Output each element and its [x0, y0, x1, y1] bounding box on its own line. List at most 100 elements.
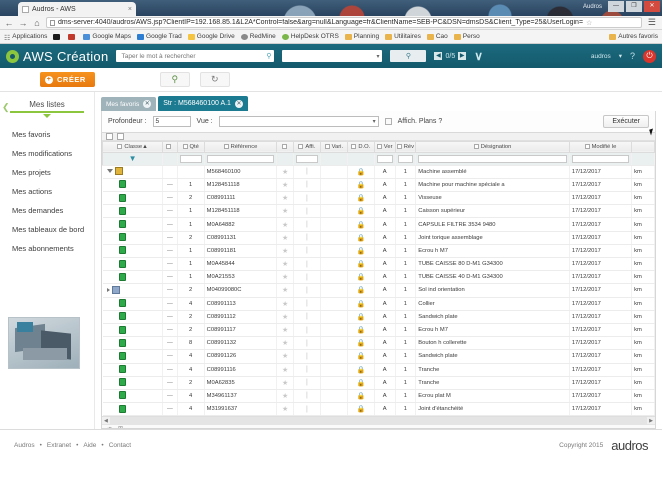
cell-do[interactable]: 🔒 — [347, 191, 375, 206]
browser-menu-icon[interactable]: ☰ — [647, 17, 656, 27]
bookmark-utilitaires[interactable]: Utilitaires — [385, 33, 421, 40]
cell-do[interactable]: 🔒 — [347, 376, 375, 390]
filter-ver[interactable] — [373, 151, 396, 166]
cell-favorite[interactable]: ★ — [276, 231, 294, 245]
toolbar-refresh-button[interactable]: ↻ — [199, 72, 230, 87]
cell-favorite[interactable]: ★ — [276, 217, 294, 232]
cell-favorite[interactable]: ★ — [276, 178, 294, 193]
chevron-down-icon[interactable]: ∨ — [474, 49, 484, 63]
table-row[interactable]: — 8 C08991132 ★ | 🔒 A 1 Bouton h collerette 17/12… — [102, 336, 655, 351]
cell-classe[interactable] — [102, 204, 164, 219]
table-row[interactable]: M568460100 ★ | 🔒 A 1 Machine assemblé 17/12/201… — [102, 165, 655, 179]
star-icon[interactable]: ★ — [281, 300, 289, 308]
maximize-icon[interactable]: ❐ — [626, 1, 642, 12]
col-qte[interactable]: Qté — [176, 140, 205, 153]
cell-classe[interactable] — [102, 336, 164, 351]
cell-classe[interactable] — [102, 191, 164, 206]
col-checkbox[interactable] — [324, 143, 330, 149]
cell-classe[interactable] — [102, 310, 164, 324]
cell-reference[interactable]: M31991637 — [204, 402, 278, 417]
star-icon[interactable]: ★ — [281, 195, 289, 203]
header-user-label[interactable]: audros — [590, 52, 611, 60]
cell-do[interactable]: 🔒 — [347, 402, 375, 417]
app-brand[interactable]: AWS Création — [6, 49, 108, 64]
cell-favorite[interactable]: ★ — [276, 204, 294, 219]
cell-reference[interactable]: C08991181 — [204, 244, 278, 259]
cell-do[interactable]: 🔒 — [347, 270, 375, 285]
funnel-icon[interactable]: ▼ — [128, 154, 137, 164]
execute-button[interactable]: Exécuter — [603, 114, 655, 136]
cell-reference[interactable]: C08991117 — [204, 323, 278, 338]
pager-prev-icon[interactable]: ◀ — [434, 52, 443, 60]
cell-reference[interactable]: M0A62835 — [204, 376, 278, 390]
cell-reference[interactable]: C08991112 — [204, 310, 278, 324]
col-checkbox[interactable] — [396, 143, 402, 149]
star-icon[interactable]: ★ — [281, 340, 289, 348]
table-row[interactable]: — 4 M31991637 ★ | 🔒 A 1 Joint d'étanchéité 17/12/… — [102, 402, 655, 417]
col-checkbox[interactable] — [166, 143, 172, 149]
cell-do[interactable]: 🔒 — [347, 204, 375, 219]
cell-favorite[interactable]: ★ — [276, 323, 294, 338]
col-blank-2[interactable] — [276, 140, 294, 153]
cell-reference[interactable]: M34961137 — [204, 389, 278, 404]
logout-power-icon[interactable]: ⏻ — [643, 49, 656, 63]
bookmark-google-drive[interactable]: Google Drive — [187, 33, 235, 40]
bookmark-redmine[interactable]: RedMine — [240, 33, 276, 40]
star-icon[interactable]: ★ — [281, 181, 289, 189]
table-row[interactable]: — 2 C08991112 ★ | 🔒 A 1 Sandwich plate 17/12/2017… — [102, 310, 655, 324]
cell-classe[interactable] — [102, 376, 164, 390]
table-row[interactable]: —1 C08991181 ★ | 🔒 A 1 Ecrou h M7 17/12/2017 km — [102, 244, 655, 259]
tab-structure[interactable]: Str : M568460100 A.1 ✕ — [158, 96, 248, 112]
col-checkbox[interactable] — [376, 143, 382, 149]
grid-footer-icon-2[interactable]: ⊞ — [118, 425, 123, 428]
cell-reference[interactable]: M0A45844 — [204, 257, 278, 272]
footer-link-aide[interactable]: Aide — [83, 442, 97, 449]
cell-classe[interactable] — [102, 389, 164, 404]
table-row[interactable]: —1 M0A64882 ★ | 🔒 A 1 CAPSULE FILTRE 3534 9480 1… — [102, 217, 655, 232]
cell-classe[interactable] — [102, 257, 164, 272]
col-do[interactable]: D.O. — [346, 140, 375, 153]
address-bar[interactable]: dms-server:4040/audros/AWS.jsp?ClientIP=… — [46, 17, 642, 28]
col-vari[interactable]: Vari. — [319, 140, 348, 153]
cell-classe[interactable] — [102, 349, 164, 364]
create-button[interactable]: + CRÉER — [40, 72, 95, 87]
cell-classe[interactable] — [102, 270, 164, 285]
bookmark-icon-1[interactable] — [53, 33, 62, 40]
cell-classe[interactable] — [102, 297, 164, 311]
footer-link-audros[interactable]: Audros — [14, 442, 35, 449]
cell-affi[interactable]: | — [293, 323, 321, 338]
filter-rev[interactable] — [394, 151, 417, 166]
cell-favorite[interactable]: ★ — [276, 349, 294, 364]
cell-favorite[interactable]: ★ — [276, 336, 294, 351]
cell-classe[interactable] — [102, 165, 164, 179]
cell-affi[interactable]: | — [293, 244, 321, 259]
col-checkbox[interactable] — [584, 143, 590, 149]
col-modifie-le[interactable]: Modifié le — [568, 140, 633, 153]
help-icon[interactable]: ? — [629, 51, 635, 61]
star-icon[interactable]: ★ — [281, 406, 289, 414]
cell-do[interactable]: 🔒 — [347, 310, 375, 324]
show-plans-checkbox[interactable] — [384, 117, 392, 125]
cell-affi[interactable]: | — [293, 402, 321, 417]
cell-classe[interactable] — [102, 283, 164, 298]
tab-close-icon[interactable]: ✕ — [143, 100, 152, 109]
cell-reference[interactable]: C08991111 — [204, 191, 278, 206]
cell-favorite[interactable]: ★ — [276, 402, 294, 417]
cell-reference[interactable]: M04099080C — [204, 283, 278, 298]
scroll-left-icon[interactable]: ◀ — [104, 417, 108, 424]
star-icon[interactable]: ★ — [281, 327, 289, 335]
table-row[interactable]: —1 M128451118 ★ | 🔒 A 1 Caisson supérieur 17/12/… — [102, 204, 655, 219]
cell-affi[interactable]: | — [293, 336, 321, 351]
collapse-all-icon[interactable] — [117, 132, 124, 140]
col-checkbox[interactable] — [281, 143, 287, 149]
star-icon[interactable]: ★ — [281, 247, 289, 255]
star-icon[interactable]: ★ — [281, 366, 289, 374]
table-row[interactable]: — 2 C08991131 ★ | 🔒 A 1 Joint torique assemblage… — [102, 231, 655, 245]
filter-input[interactable] — [376, 154, 393, 163]
header-search-button[interactable]: ⚲ — [390, 50, 427, 62]
filter-input[interactable] — [571, 154, 630, 163]
browser-tab[interactable]: Audros - AWS × — [18, 2, 136, 16]
star-icon[interactable]: ★ — [281, 261, 289, 269]
cell-reference[interactable]: M568460100 — [204, 165, 278, 179]
cell-favorite[interactable]: ★ — [276, 283, 294, 298]
